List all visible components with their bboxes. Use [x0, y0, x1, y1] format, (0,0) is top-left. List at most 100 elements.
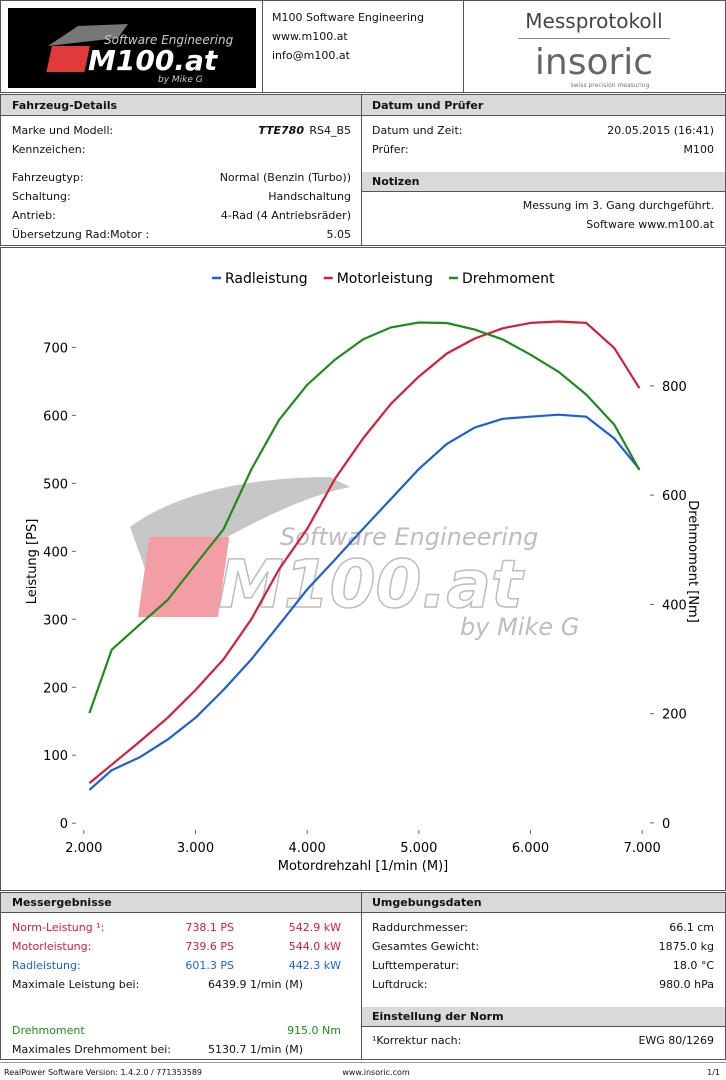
y2-tick-label: 400 — [662, 598, 687, 613]
result-label: Radleistung: — [12, 959, 81, 972]
field-label: ¹Korrektur nach: — [372, 1034, 462, 1047]
series-line — [88, 320, 641, 784]
x-tick-label: 5.000 — [400, 841, 437, 856]
section-bar — [362, 95, 725, 116]
series-line — [88, 321, 641, 714]
legend-label: Drehmoment — [462, 271, 555, 287]
company-line: www.m100.at — [272, 30, 348, 43]
logo: Software Engineering M100.at by Mike G — [8, 8, 256, 88]
section-bar — [362, 1007, 725, 1027]
x-tick-label: 4.000 — [289, 841, 326, 856]
result-rpm: 5130.7 1/min (M) — [208, 1043, 304, 1056]
note-line: Messung im 3. Gang durchgeführt. — [522, 199, 714, 212]
logo-bg — [8, 8, 256, 88]
field-value: 18.0 °C — [672, 959, 714, 972]
legend-label: Motorleistung — [337, 271, 433, 287]
sponsor-tagline: swiss precision measuring — [570, 82, 650, 89]
y-tick-label: 500 — [43, 477, 68, 492]
result-label: Maximale Leistung bei: — [12, 978, 140, 991]
section-bar — [362, 893, 725, 913]
section-bar — [1, 95, 361, 116]
section-title: Fahrzeug-Details — [12, 99, 118, 112]
legend-label: Radleistung — [225, 271, 308, 287]
field-value: 4-Rad (4 Antriebsräder) — [220, 209, 351, 222]
series-line — [88, 413, 641, 791]
y2-tick-label: 800 — [662, 380, 687, 395]
section-title: Notizen — [372, 175, 420, 188]
field-label: Luftdruck: — [372, 978, 428, 991]
sponsor-name: insoric — [534, 42, 654, 83]
field-value: M100 — [683, 143, 715, 156]
logo-byline: by Mike G — [158, 75, 203, 85]
field-label: Schaltung: — [12, 190, 71, 203]
watermark: Software Engineering M100.at by Mike G — [130, 477, 579, 641]
logo-tagline: Software Engineering — [104, 33, 234, 47]
section-title: Datum und Prüfer — [372, 99, 484, 112]
result-kw: 544.0 kW — [288, 940, 341, 953]
protocol-title: Messprotokoll — [525, 9, 663, 33]
result-ps: 738.1 PS — [185, 921, 234, 934]
y2-tick-label: 600 — [662, 489, 687, 504]
logo-swoosh — [48, 24, 128, 46]
y2-axis-label: Drehmoment [Nm] — [685, 500, 700, 623]
watermark-byline: by Mike G — [460, 613, 579, 641]
result-kw: 915.0 Nm — [287, 1024, 341, 1037]
watermark-tagline: Software Engineering — [280, 523, 538, 551]
section-bar — [1, 893, 361, 913]
y-tick-label: 200 — [43, 681, 68, 696]
result-rpm: 6439.9 1/min (M) — [208, 978, 304, 991]
result-ps: 739.6 PS — [185, 940, 234, 953]
field-label: Kennzeichen: — [12, 143, 86, 156]
field-value: 5.05 — [326, 228, 352, 241]
field-label: Raddurchmesser: — [372, 921, 469, 934]
rule — [518, 38, 670, 39]
watermark-brand: M100.at — [218, 546, 525, 623]
y2-tick-label: 0 — [662, 817, 670, 832]
result-label: Maximales Drehmoment bei: — [12, 1043, 172, 1056]
field-label: Marke und Modell: — [12, 124, 114, 137]
results-box — [0, 892, 726, 1060]
result-label: Motorleistung: — [12, 940, 92, 953]
rule — [0, 1062, 726, 1063]
x-tick-label: 3.000 — [177, 841, 214, 856]
field-value: 20.05.2015 (16:41) — [607, 124, 714, 137]
field-label: Fahrzeugtyp: — [12, 171, 84, 184]
footer-text: www.insoric.com — [342, 1068, 410, 1077]
field-value: TTE780 — [258, 124, 304, 137]
field-label: Datum und Zeit: — [372, 124, 463, 137]
x-axis-label: Motordrehzahl [1/min (M)] — [278, 859, 448, 874]
section-title: Messergebnisse — [12, 896, 112, 909]
divider — [361, 892, 362, 1060]
y-tick-label: 0 — [60, 817, 68, 832]
y-tick-label: 100 — [43, 749, 68, 764]
footer-text: RealPower Software Version: 1.4.2.0 / 77… — [4, 1068, 203, 1077]
field-label: Gesamtes Gewicht: — [372, 940, 480, 953]
x-tick-label: 2.000 — [65, 841, 102, 856]
field-value: 1875.0 kg — [658, 940, 714, 953]
section-title: Einstellung der Norm — [372, 1010, 504, 1023]
footer-text: 1/1 — [707, 1068, 720, 1077]
divider — [463, 0, 464, 93]
y-tick-label: 600 — [43, 409, 68, 424]
y-tick-label: 400 — [43, 545, 68, 560]
field-value: Handschaltung — [268, 190, 351, 203]
field-value: RS4_B5 — [309, 124, 351, 137]
field-value: EWG 80/1269 — [638, 1034, 714, 1047]
company-line: info@m100.at — [272, 49, 350, 62]
field-label: Prüfer: — [372, 143, 409, 156]
field-value: 980.0 hPa — [659, 978, 714, 991]
result-label: Norm-Leistung ¹: — [12, 921, 105, 934]
x-tick-label: 7.000 — [624, 841, 661, 856]
note-line: Software www.m100.at — [586, 218, 714, 231]
chart: Software Engineering M100.at by Mike G 0… — [25, 271, 700, 874]
company-line: M100 Software Engineering — [272, 11, 424, 24]
field-label: Lufttemperatur: — [372, 959, 460, 972]
field-value: 66.1 cm — [669, 921, 714, 934]
result-kw: 442.3 kW — [288, 959, 341, 972]
result-ps: 601.3 PS — [185, 959, 234, 972]
y-tick-label: 700 — [43, 341, 68, 356]
divider — [361, 94, 362, 246]
result-kw: 542.9 kW — [288, 921, 341, 934]
y-axis-label: Leistung [PS] — [25, 519, 40, 605]
field-label: Antrieb: — [12, 209, 56, 222]
